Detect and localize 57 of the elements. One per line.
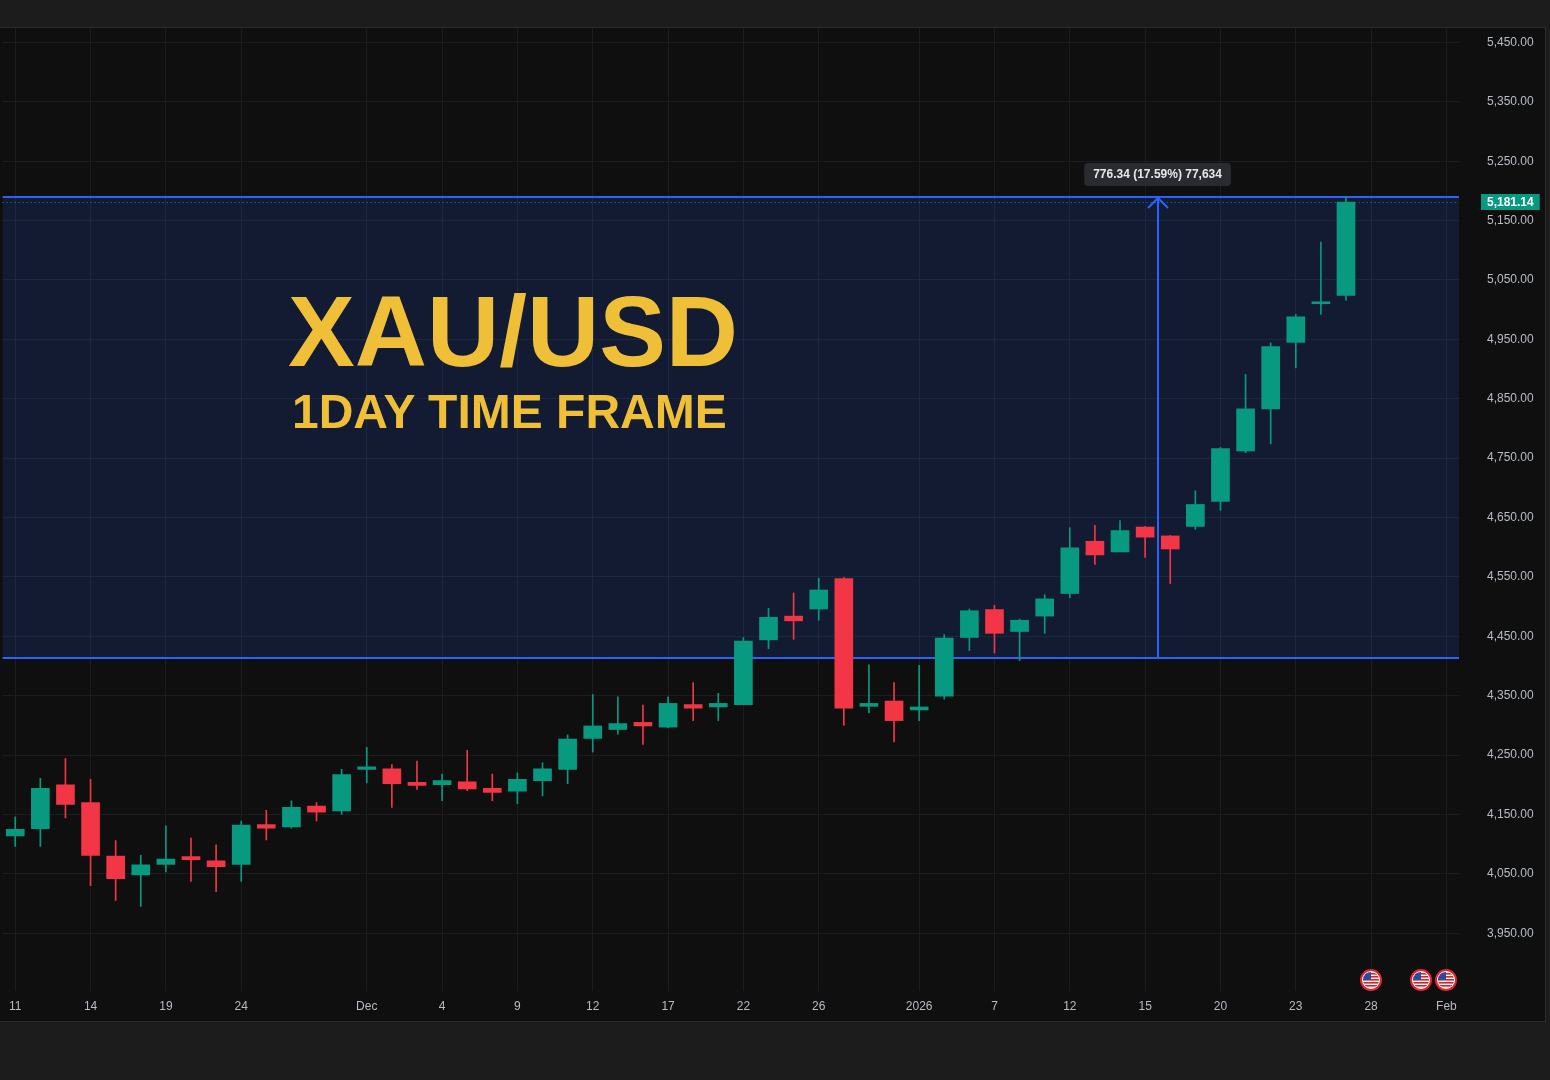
- candlestick: [859, 664, 879, 714]
- x-tick-label: 14: [83, 999, 98, 1014]
- ref-line-label: 5,181.14: [1487, 194, 1535, 209]
- candlestick: [181, 837, 201, 882]
- candlestick: [432, 773, 452, 802]
- candlestick: [583, 694, 603, 753]
- candlestick: [482, 773, 502, 802]
- y-tick-label: 4,250.00: [1487, 747, 1535, 762]
- y-tick-label: 4,650.00: [1487, 509, 1535, 524]
- x-tick-label: 28: [1364, 999, 1379, 1014]
- candlestick: [357, 747, 377, 784]
- y-tick-label: 5,450.00: [1487, 34, 1535, 49]
- x-tick-label: 12: [586, 999, 600, 1014]
- x-tick-label: 17: [661, 999, 676, 1014]
- y-tick-label: 4,750.00: [1487, 450, 1535, 465]
- x-tick-label: 2026: [905, 999, 933, 1014]
- candlestick: [633, 704, 653, 745]
- candlestick: [256, 809, 276, 841]
- x-tick-label: 11: [8, 999, 22, 1014]
- x-tick-label: Dec: [356, 999, 378, 1014]
- y-tick-label: 4,950.00: [1487, 331, 1535, 346]
- candlestick: [5, 816, 25, 847]
- y-tick-label: 4,550.00: [1487, 569, 1535, 584]
- x-tick-label: 4: [438, 999, 446, 1014]
- y-tick-label: 4,150.00: [1487, 806, 1535, 821]
- x-tick-label: Feb: [1436, 999, 1458, 1014]
- x-tick-label: 19: [159, 999, 173, 1014]
- band-label: 776.34 (17.59%) 77,634: [1093, 167, 1223, 182]
- x-tick-label: 15: [1138, 999, 1153, 1014]
- x-tick-label: 22: [736, 999, 751, 1014]
- y-tick-label: 4,050.00: [1487, 866, 1535, 881]
- x-tick-label: 23: [1289, 999, 1303, 1014]
- candlestick: [708, 692, 728, 721]
- y-tick-label: 4,350.00: [1487, 687, 1535, 702]
- candlestick: [457, 749, 477, 792]
- y-tick-label: 5,350.00: [1487, 94, 1535, 109]
- x-tick-label: 24: [234, 999, 249, 1014]
- candlestick: [206, 844, 226, 892]
- candlestick: [407, 760, 427, 790]
- candlestick: [1311, 241, 1331, 315]
- y-tick-label: 4,850.00: [1487, 391, 1535, 406]
- x-tick-label: 26: [812, 999, 826, 1014]
- candlestick: [683, 682, 703, 721]
- candlestick: [156, 825, 176, 873]
- text: 1DAY TIME FRAME: [292, 385, 727, 438]
- y-tick-label: 5,050.00: [1487, 272, 1535, 287]
- x-tick-label: 7: [991, 999, 999, 1014]
- candlestick: [608, 696, 628, 735]
- x-tick-label: 9: [514, 999, 522, 1014]
- y-tick-label: 5,250.00: [1487, 153, 1535, 168]
- y-tick-label: 5,150.00: [1487, 212, 1535, 227]
- y-tick-label: 4,450.00: [1487, 628, 1535, 643]
- x-tick-label: 12: [1063, 999, 1077, 1014]
- x-tick-label: 20: [1213, 999, 1228, 1014]
- y-tick-label: 3,950.00: [1487, 925, 1535, 940]
- text: XAU/USD: [288, 275, 739, 387]
- candlestick: [131, 855, 151, 907]
